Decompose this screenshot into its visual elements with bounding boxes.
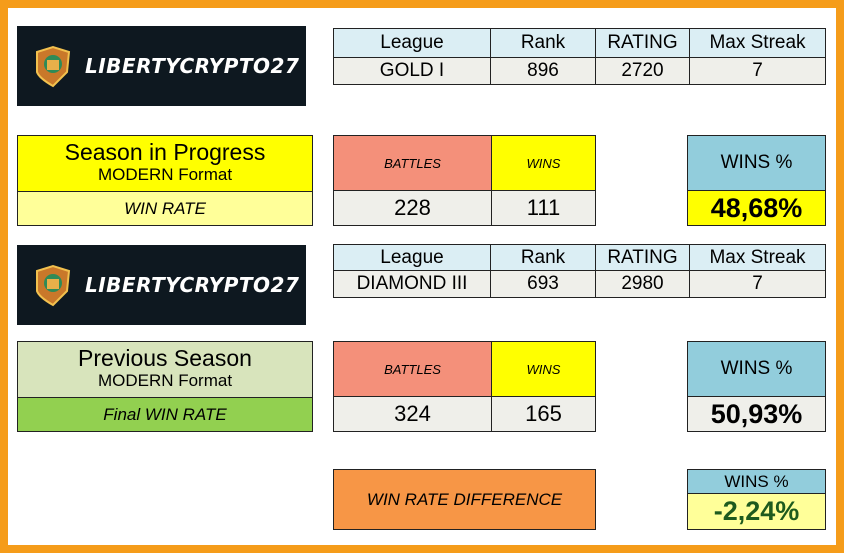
current-wins-pct-label: WINS %: [687, 135, 826, 191]
current-battles-label: BATTLES: [333, 135, 492, 191]
logo-text: LIBERTYCRYPTO27: [85, 273, 300, 297]
logo-banner-previous: LIBERTYCRYPTO27: [17, 245, 306, 325]
season-in-progress-box: Season in Progress MODERN Format WIN RAT…: [17, 135, 313, 226]
current-wins-value: 111: [491, 190, 596, 226]
current-league-value: GOLD I: [333, 57, 491, 85]
winrate-difference-label: WIN RATE DIFFERENCE: [333, 469, 596, 530]
splinterlands-shield-icon: [36, 45, 71, 88]
current-battles-value: 228: [333, 190, 492, 226]
previous-winrate-label: Final WIN RATE: [18, 397, 312, 431]
header-rating: RATING: [595, 244, 690, 271]
previous-title: Previous Season: [78, 345, 252, 371]
header-league: League: [333, 244, 491, 271]
difference-wins-pct-label: WINS %: [687, 469, 826, 494]
header-max-streak: Max Streak: [689, 28, 826, 58]
current-wins-label: WINS: [491, 135, 596, 191]
current-rating-value: 2720: [595, 57, 690, 85]
previous-battles-label: BATTLES: [333, 341, 492, 397]
current-rank-value: 896: [490, 57, 596, 85]
logo-text: LIBERTYCRYPTO27: [85, 54, 300, 78]
previous-format: MODERN Format: [97, 371, 233, 390]
previous-title-area: Previous Season MODERN Format: [18, 342, 312, 397]
previous-wins-pct-label: WINS %: [687, 341, 826, 397]
previous-wins-label: WINS: [491, 341, 596, 397]
previous-wins-pct-value: 50,93%: [687, 396, 826, 432]
previous-rating-value: 2980: [595, 270, 690, 298]
previous-battles-value: 324: [333, 396, 492, 432]
header-rating: RATING: [595, 28, 690, 58]
previous-rank-value: 693: [490, 270, 596, 298]
previous-league-value: DIAMOND III: [333, 270, 491, 298]
current-league-table: League Rank RATING Max Streak GOLD I 896…: [333, 28, 826, 85]
previous-wins-value: 165: [491, 396, 596, 432]
logo-banner-current: LIBERTYCRYPTO27: [17, 26, 306, 106]
previous-league-table: League Rank RATING Max Streak DIAMOND II…: [333, 244, 826, 298]
current-wins-pct-value: 48,68%: [687, 190, 826, 226]
splinterlands-shield-icon: [36, 264, 71, 307]
season-format: MODERN Format: [97, 165, 233, 184]
header-max-streak: Max Streak: [689, 244, 826, 271]
header-league: League: [333, 28, 491, 58]
current-max-streak-value: 7: [689, 57, 826, 85]
season-title: Season in Progress: [64, 139, 266, 165]
header-rank: Rank: [490, 28, 596, 58]
season-title-area: Season in Progress MODERN Format: [18, 136, 312, 191]
header-rank: Rank: [490, 244, 596, 271]
previous-max-streak-value: 7: [689, 270, 826, 298]
season-winrate-label: WIN RATE: [18, 191, 312, 225]
previous-season-box: Previous Season MODERN Format Final WIN …: [17, 341, 313, 432]
difference-wins-pct-value: -2,24%: [687, 493, 826, 530]
